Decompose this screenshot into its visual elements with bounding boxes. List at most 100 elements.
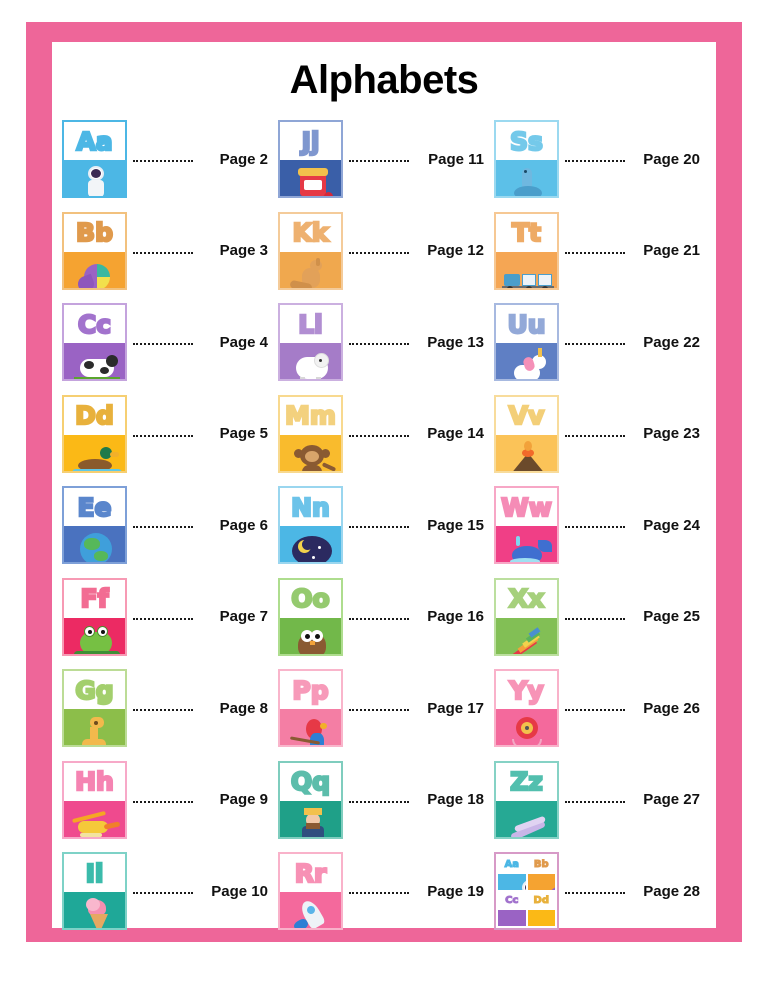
page-number-label[interactable]: Page 24 <box>643 516 700 534</box>
alphabet-card-i[interactable]: Ii <box>62 852 127 930</box>
toc-leader: Page 21 <box>559 212 710 290</box>
page-number-label[interactable]: Page 11 <box>428 150 484 168</box>
toc-entry[interactable]: Ee Page 6 <box>62 486 278 578</box>
toc-entry[interactable]: Kk Page 12 <box>278 211 494 304</box>
toc-entry[interactable]: Ii Page 10 <box>62 852 278 944</box>
alphabet-card-u[interactable]: Uu <box>494 303 559 381</box>
alphabet-card-b[interactable]: Bb <box>62 211 127 290</box>
giraffe-illustration <box>64 709 125 745</box>
page-number-label[interactable]: Page 20 <box>643 150 700 168</box>
card-art-pane <box>64 617 125 654</box>
alphabet-card-s[interactable]: Ss <box>494 120 559 198</box>
page-number-label[interactable]: Page 6 <box>219 516 268 534</box>
page-number-label[interactable]: Page 26 <box>643 699 700 717</box>
page-number-label[interactable]: Page 9 <box>219 791 268 808</box>
toc-entry[interactable]: Aa Page 2 <box>62 120 278 212</box>
toc-entry[interactable]: Jj Page 11 <box>278 120 494 212</box>
alphabet-card-x[interactable]: Xx <box>494 577 559 656</box>
page-number-label[interactable]: Page 3 <box>219 242 268 259</box>
leader-dots <box>565 343 625 345</box>
alphabet-card-v[interactable]: Vv <box>494 394 559 473</box>
toc-entry[interactable]: Aa Bb Cc Dd Page 28 <box>494 852 710 944</box>
page-number-label[interactable]: Page 23 <box>643 425 700 442</box>
page-number-label[interactable]: Page 4 <box>219 333 268 351</box>
toc-entry[interactable]: Rr Page 19 <box>278 852 494 944</box>
alphabet-card-o[interactable]: Oo <box>278 577 343 656</box>
card-letter-text: Kk <box>291 218 329 247</box>
alphabet-card-l[interactable]: Ll <box>278 303 343 381</box>
page-number-label[interactable]: Page 14 <box>427 425 484 442</box>
page-number-label[interactable]: Page 17 <box>427 699 484 717</box>
toc-entry[interactable]: Xx Page 25 <box>494 577 710 670</box>
toc-entry[interactable]: Dd Page 5 <box>62 394 278 487</box>
page-number-label[interactable]: Page 22 <box>643 333 700 351</box>
card-letter-pane: Ww <box>496 488 557 526</box>
toc-entry[interactable]: Hh Page 9 <box>62 760 278 853</box>
alphabet-card-m[interactable]: Mm <box>278 394 343 473</box>
alphabet-card-y[interactable]: Yy <box>494 669 559 747</box>
page-number-label[interactable]: Page 15 <box>427 516 484 534</box>
toc-entry[interactable]: Bb Page 3 <box>62 211 278 304</box>
zipper-illustration <box>496 801 557 837</box>
page-number-label[interactable]: Page 7 <box>219 608 268 625</box>
page-number-label[interactable]: Page 10 <box>211 882 268 900</box>
leader-dots <box>133 160 193 162</box>
card-letter-text: Bb <box>75 218 114 247</box>
toc-entry[interactable]: Ll Page 13 <box>278 303 494 395</box>
alphabet-card-r[interactable]: Rr <box>278 852 343 930</box>
toc-entry[interactable]: Yy Page 26 <box>494 669 710 761</box>
alphabet-card-a[interactable]: Aa <box>62 120 127 198</box>
alphabet-card-p[interactable]: Pp <box>278 669 343 747</box>
toc-leader: Page 2 <box>127 120 278 198</box>
toc-entry[interactable]: Uu Page 22 <box>494 303 710 395</box>
alphabet-card-t[interactable]: Tt <box>494 211 559 290</box>
toc-leader: Page 26 <box>559 669 710 747</box>
toc-entry[interactable]: Cc Page 4 <box>62 303 278 395</box>
alphabet-card-z[interactable]: Zz <box>494 760 559 839</box>
toc-entry[interactable]: Pp Page 17 <box>278 669 494 761</box>
card-art-pane <box>280 892 341 928</box>
card-art-pane <box>280 617 341 654</box>
page-number-label[interactable]: Page 27 <box>643 791 700 808</box>
page-number-label[interactable]: Page 18 <box>427 791 484 808</box>
alphabet-card-n[interactable]: Nn <box>278 486 343 564</box>
toc-entry[interactable]: Qq Page 18 <box>278 760 494 853</box>
card-letter-text: Ii <box>84 858 104 888</box>
page-number-label[interactable]: Page 21 <box>643 242 700 259</box>
alphabet-card-q[interactable]: Qq <box>278 760 343 839</box>
toc-leader: Page 5 <box>127 395 278 473</box>
card-letter-text: Uu <box>506 309 547 339</box>
toc-entry[interactable]: Ff Page 7 <box>62 577 278 670</box>
card-art-pane <box>64 800 125 837</box>
page-number-label[interactable]: Page 28 <box>643 882 700 900</box>
yoyo-illustration <box>496 709 557 745</box>
toc-entry[interactable]: Nn Page 15 <box>278 486 494 578</box>
toc-entry[interactable]: Gg Page 8 <box>62 669 278 761</box>
alphabet-card-d[interactable]: Dd <box>62 394 127 473</box>
page-number-label[interactable]: Page 25 <box>643 608 700 625</box>
page-number-label[interactable]: Page 2 <box>219 150 268 168</box>
alphabet-card-e[interactable]: Ee <box>62 486 127 564</box>
page-number-label[interactable]: Page 16 <box>427 608 484 625</box>
page-number-label[interactable]: Page 12 <box>427 242 484 259</box>
toc-entry[interactable]: Oo Page 16 <box>278 577 494 670</box>
page-number-label[interactable]: Page 5 <box>219 425 268 442</box>
alphabet-card-c[interactable]: Cc <box>62 303 127 381</box>
toc-entry[interactable]: Ss Page 20 <box>494 120 710 212</box>
page-number-label[interactable]: Page 19 <box>427 882 484 900</box>
alphabet-card-h[interactable]: Hh <box>62 760 127 839</box>
alphabet-card-f[interactable]: Ff <box>62 577 127 656</box>
lamb-illustration <box>280 343 341 379</box>
alphabet-card-k[interactable]: Kk <box>278 211 343 290</box>
alphabet-card-j[interactable]: Jj <box>278 120 343 198</box>
toc-entry[interactable]: Tt Page 21 <box>494 211 710 304</box>
alphabet-card-summary[interactable]: Aa Bb Cc Dd <box>494 852 559 930</box>
page-number-label[interactable]: Page 13 <box>427 333 484 351</box>
toc-entry[interactable]: Vv Page 23 <box>494 394 710 487</box>
toc-entry[interactable]: Mm Page 14 <box>278 394 494 487</box>
alphabet-card-w[interactable]: Ww <box>494 486 559 564</box>
toc-entry[interactable]: Zz Page 27 <box>494 760 710 853</box>
toc-entry[interactable]: Ww Page 24 <box>494 486 710 578</box>
alphabet-card-g[interactable]: Gg <box>62 669 127 747</box>
page-number-label[interactable]: Page 8 <box>219 699 268 717</box>
